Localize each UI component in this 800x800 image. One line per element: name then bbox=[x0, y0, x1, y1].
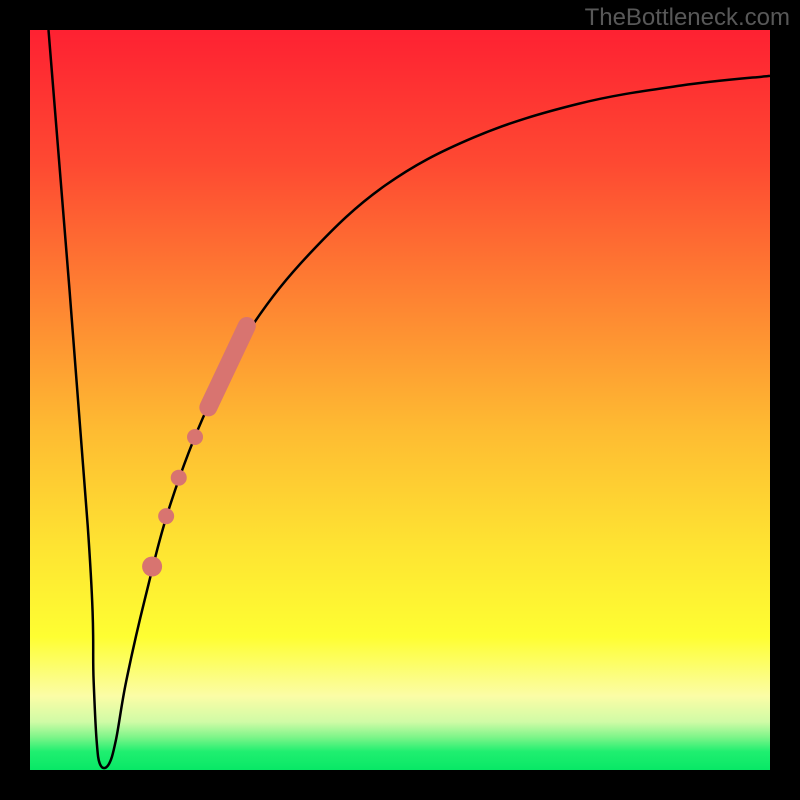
highlight-dot bbox=[158, 508, 174, 524]
bottleneck-chart bbox=[0, 0, 800, 800]
highlight-dot bbox=[187, 429, 203, 445]
plot-background bbox=[30, 30, 770, 770]
highlight-dot bbox=[142, 557, 162, 577]
highlight-dot bbox=[171, 470, 187, 486]
